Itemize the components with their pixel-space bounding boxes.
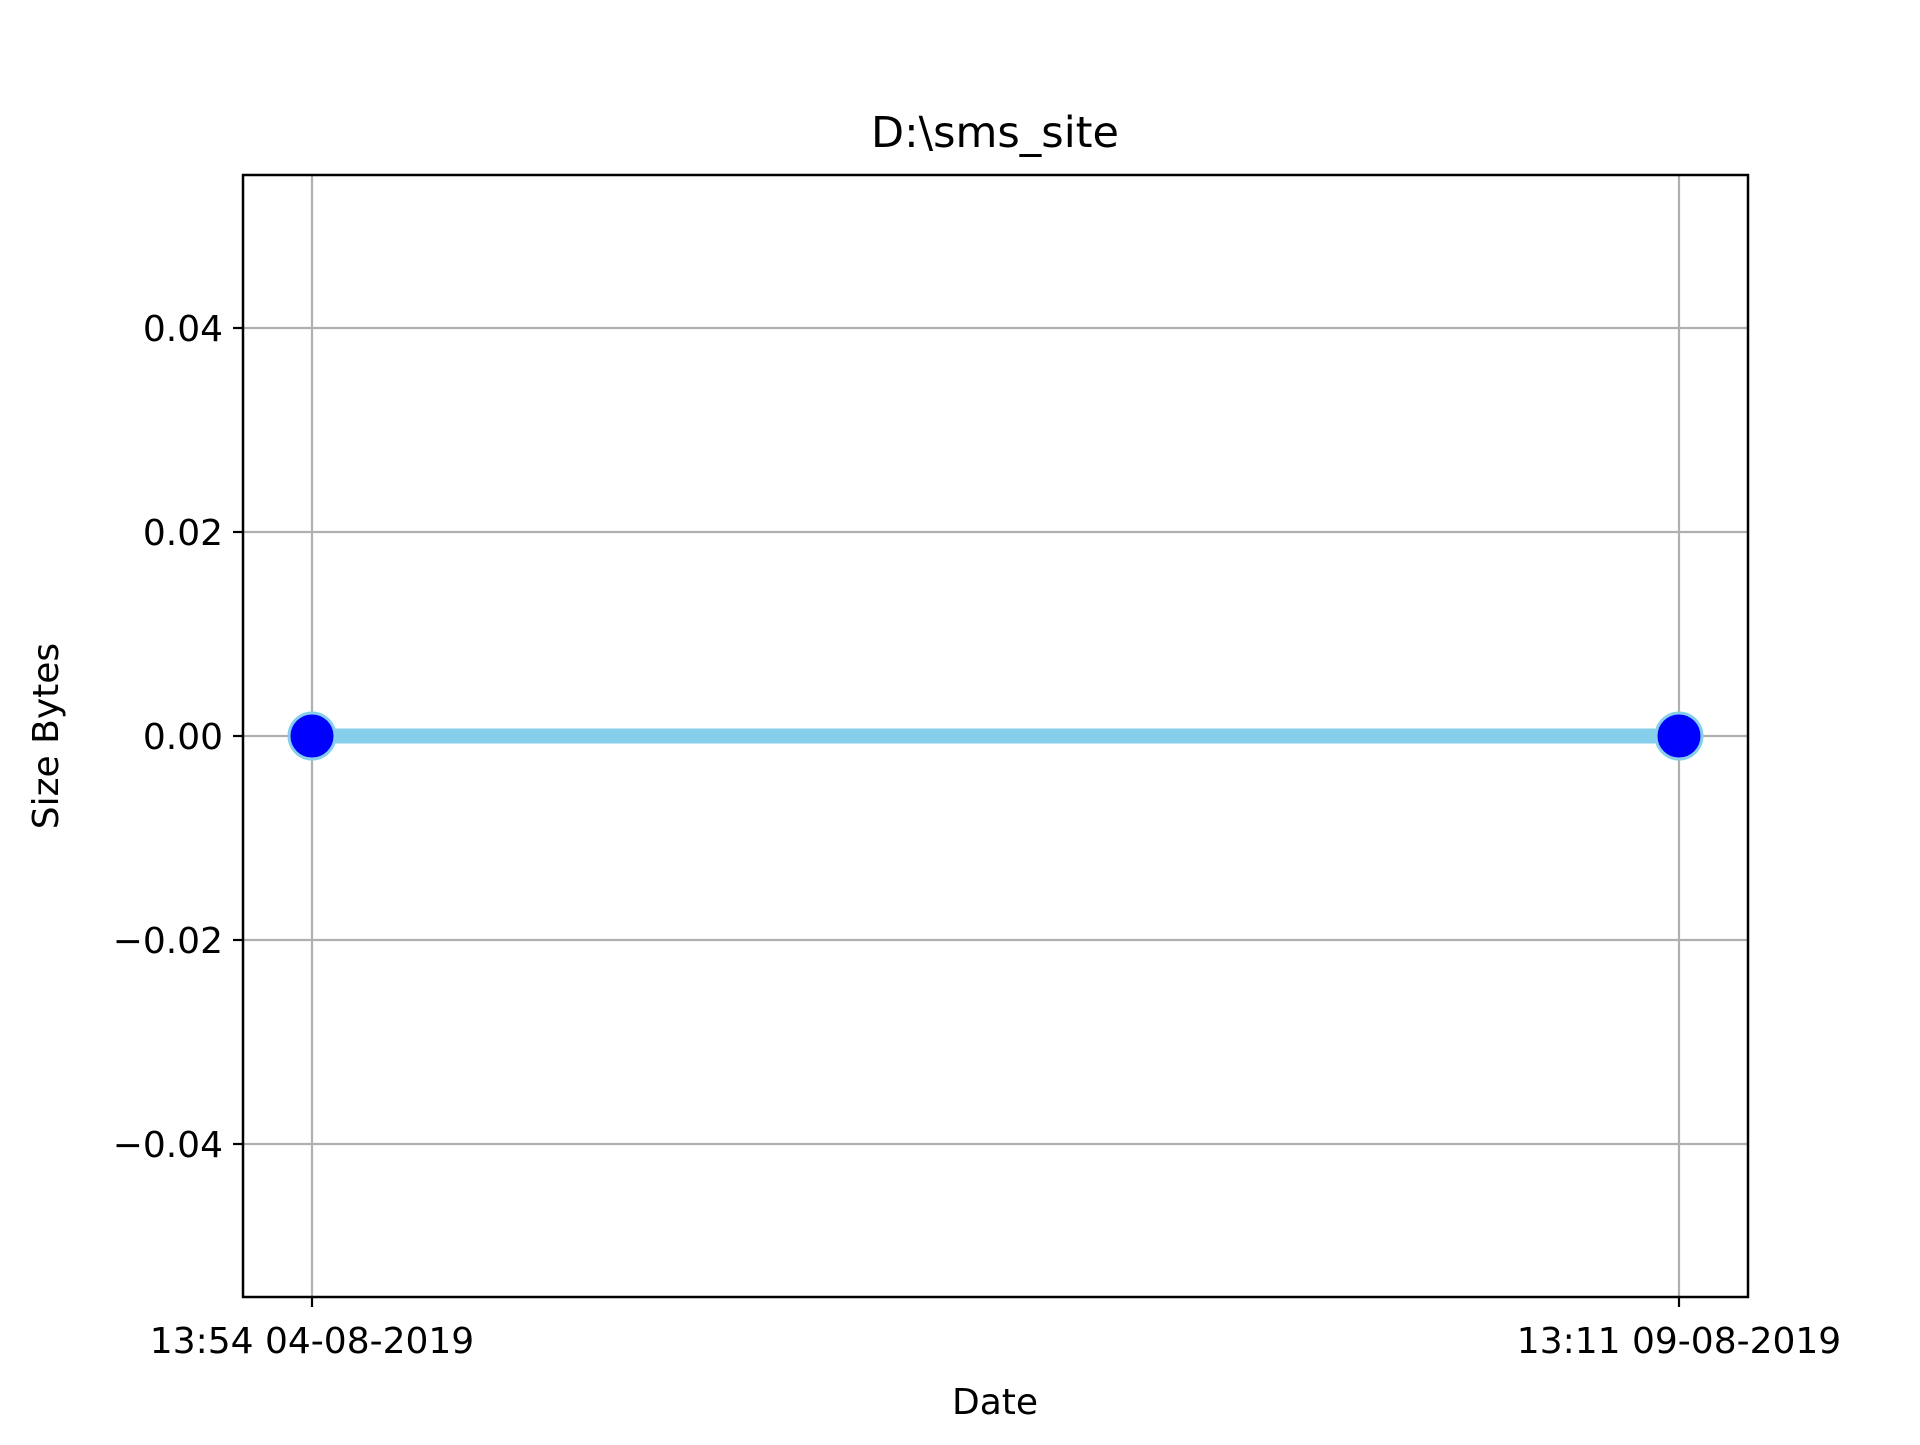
y-tick-label: 0.04	[143, 309, 223, 350]
x-axis-label: Date	[952, 1382, 1038, 1423]
chart-title: D:\sms_site	[871, 108, 1119, 158]
data-point-marker	[287, 711, 337, 761]
y-tick-label: 0.00	[143, 717, 223, 758]
y-tick-label: −0.04	[113, 1125, 223, 1166]
y-tick-label: −0.02	[113, 921, 223, 962]
x-tick-label: 13:11 09-08-2019	[1517, 1321, 1841, 1362]
x-tick-label: 13:54 04-08-2019	[150, 1321, 474, 1362]
series-layer	[287, 711, 1704, 761]
data-point-marker	[1654, 711, 1704, 761]
y-tick-label: 0.02	[143, 513, 223, 554]
tick-layer: −0.04 −0.02 0.00 0.02 0.04 13:54 04-08-2019 13…	[113, 309, 1842, 1362]
y-axis-label: Size Bytes	[26, 643, 67, 829]
